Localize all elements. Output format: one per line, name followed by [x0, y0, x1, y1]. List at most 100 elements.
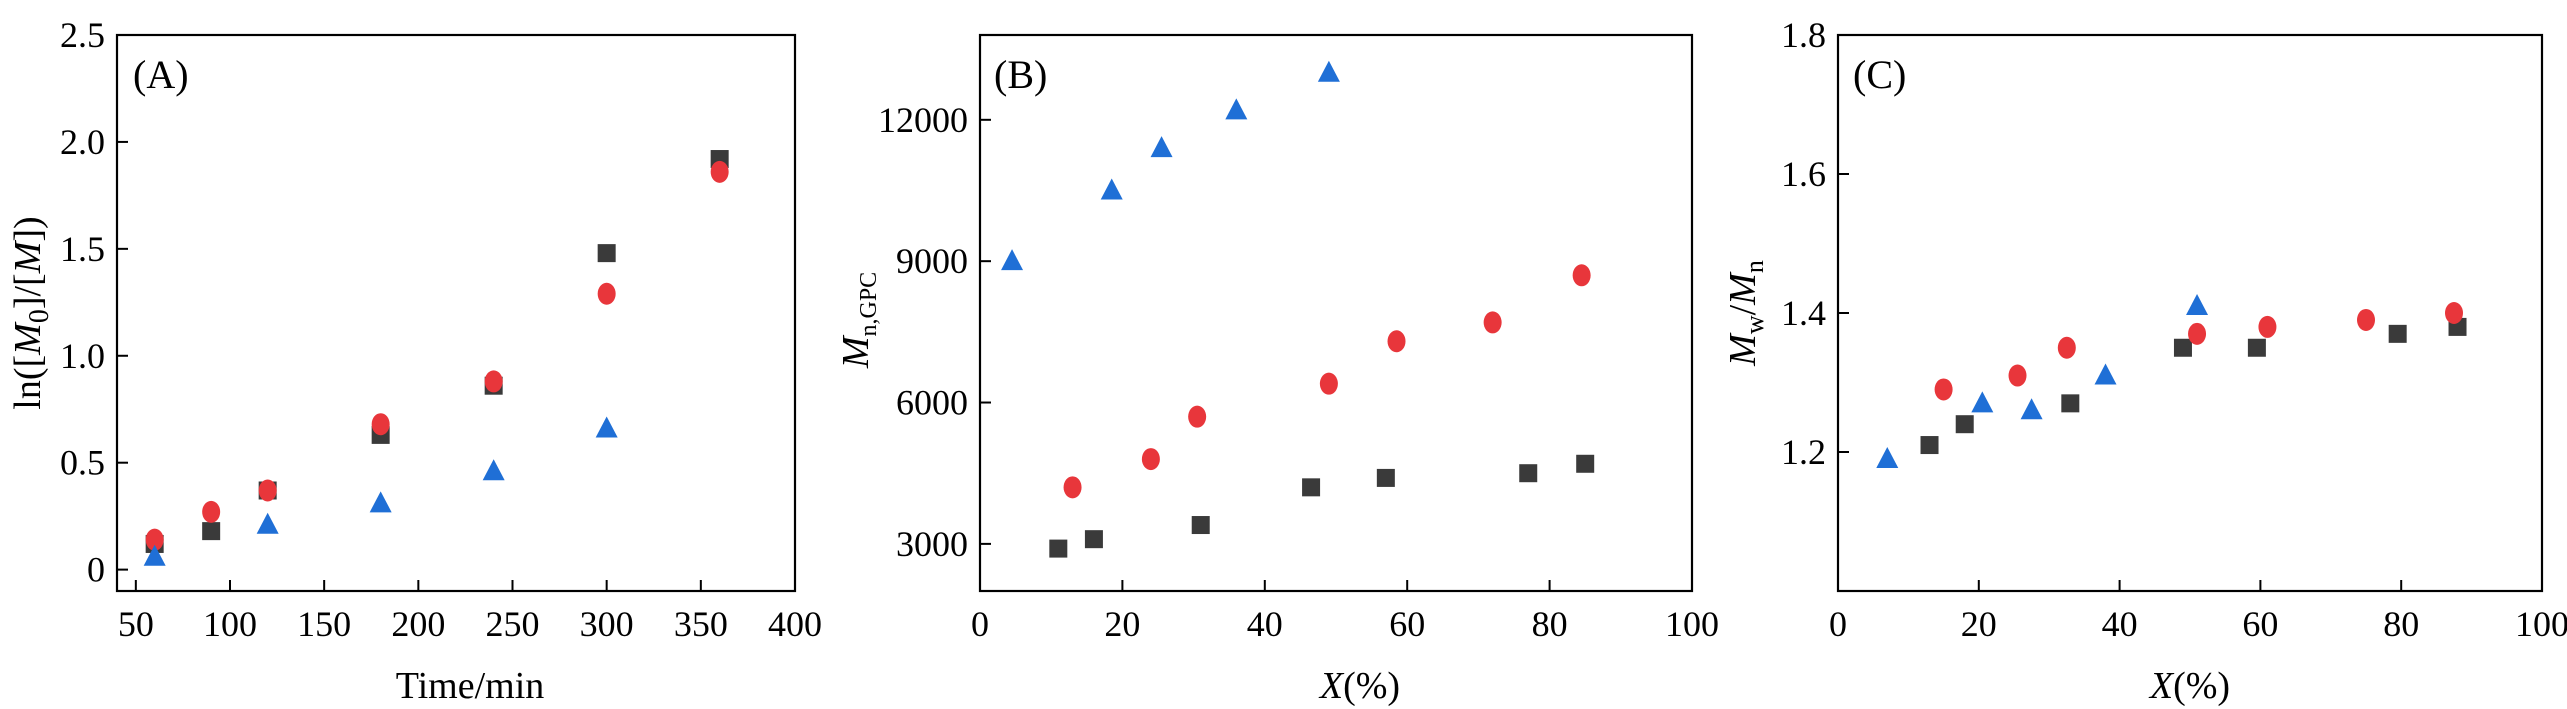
panel-a-ytick-label: 0.5 [60, 443, 105, 483]
panel-b-xlabel-var: X [1318, 665, 1345, 707]
panel-c-xlabel-var: X [2148, 665, 2175, 707]
panel-c-triangle-point [2020, 398, 2043, 420]
panel-a-ytick-label: 1.0 [60, 336, 105, 376]
panel-c-label: (C) [1853, 52, 1906, 97]
panel-a: (A) 50 100 150 200 250 300 350 400 0 0.5 1.0 1.5 2.0… [7, 15, 822, 707]
panel-a-square-point [202, 522, 221, 541]
panel-c-triangle-point [1876, 446, 1899, 468]
panel-a-circle-point [202, 500, 221, 523]
panel-b-label: (B) [994, 52, 1047, 97]
panel-c-square-point [1920, 436, 1939, 455]
panel-c-circle-point [2258, 315, 2277, 338]
panel-a-triangle-point [369, 491, 392, 513]
panel-c-square-point [2388, 324, 2407, 343]
panel-c-xtick-label: 0 [1829, 604, 1847, 644]
panel-b-circle-point [1063, 476, 1082, 499]
panel-a-ticks [117, 34, 796, 591]
panel-b-circle-point [1141, 448, 1160, 471]
panel-c-triangle-point [2094, 363, 2117, 385]
panel-c-square-point [2061, 394, 2080, 413]
panel-a-ylabel-m0: M [7, 321, 49, 356]
panel-b-circle-point [1319, 372, 1338, 395]
panel-c-ylabel-v1: M [1722, 332, 1764, 367]
panel-c-ytick-label: 1.4 [1781, 293, 1826, 333]
panel-b-xtick-label: 40 [1247, 604, 1283, 644]
panel-b-triangle-point [1100, 178, 1123, 200]
panel-a-circle-point [710, 160, 729, 183]
panel-a-ylabel-mid: ]/[ [7, 273, 49, 309]
panel-a-square-point [597, 244, 616, 263]
panel-c-triangle-point [2186, 294, 2209, 316]
panel-b-triangle-point [1001, 249, 1024, 271]
panel-a-circle-point [258, 479, 277, 502]
panel-c-ytick-label: 1.6 [1781, 154, 1826, 194]
panel-a-ylabel-m: M [7, 239, 49, 274]
panel-a-frame [115, 33, 797, 593]
panel-c-ylabel-s1: w [1740, 315, 1769, 334]
panel-c-xlabel: X(%) [2148, 665, 2230, 707]
panel-b-xtick-label: 0 [971, 604, 989, 644]
panel-a-triangle-point [595, 416, 618, 438]
panel-c-tick-labels: 0 20 40 60 80 100 1.2 1.4 1.6 1.8 [1781, 15, 2567, 644]
panel-b-xtick-label: 20 [1104, 604, 1140, 644]
panel-b-square-point [1084, 530, 1103, 549]
panel-c-square-point [1955, 415, 1974, 434]
panel-c-xtick-label: 20 [1961, 604, 1997, 644]
panel-b-points [1001, 60, 1595, 558]
panel-a-xtick-label: 100 [203, 604, 257, 644]
panel-a-triangle-point [256, 512, 279, 534]
panel-b-xlabel-rest: (%) [1343, 665, 1400, 707]
panel-a-triangle-point [482, 459, 505, 481]
panel-a-xtick-label: 250 [486, 604, 540, 644]
panel-b-square-point [1376, 468, 1395, 487]
panel-c-xlabel-rest: (%) [2173, 665, 2230, 707]
panel-c-square-point [2247, 338, 2266, 357]
panel-b-xtick-label: 60 [1389, 604, 1425, 644]
panel-a-xlabel: Time/min [396, 665, 545, 707]
panel-c-ylabel: Mw/Mn [1722, 260, 1769, 367]
panel-a-circle-point [145, 528, 164, 551]
panel-b: (B) 0 20 40 60 80 100 3000 6000 9000 12000 X(%) M… [835, 33, 1719, 707]
panel-c-circle-point [1934, 378, 1953, 401]
panel-c-square-point [2173, 338, 2192, 357]
panel-c-ytick-label: 1.8 [1781, 15, 1826, 55]
panel-b-ytick-label: 3000 [896, 524, 968, 564]
panel-b-ytick-label: 12000 [878, 100, 968, 140]
panel-b-frame [978, 33, 1694, 593]
panel-c-ylabel-v2: M [1722, 271, 1764, 306]
panel-a-xtick-label: 400 [768, 604, 822, 644]
panel-c-circle-point [2057, 336, 2076, 359]
panel-b-square-point [1302, 478, 1321, 497]
panel-a-triangle-point [143, 544, 166, 566]
panel-b-square-point [1576, 454, 1595, 473]
panel-b-square-point [1191, 516, 1210, 535]
panel-c-xtick-label: 60 [2242, 604, 2278, 644]
panel-a-circle-point [484, 370, 503, 393]
panel-c-xtick-label: 80 [2383, 604, 2419, 644]
panel-b-ytick-label: 6000 [896, 383, 968, 423]
panel-a-ytick-label: 2.5 [60, 15, 105, 55]
panel-b-ylabel: Mn,GPC [835, 272, 882, 369]
panel-b-ylabel-var: M [835, 334, 877, 369]
panel-a-circle-point [597, 282, 616, 305]
panel-a-xtick-label: 300 [580, 604, 634, 644]
panel-a-ytick-label: 1.5 [60, 229, 105, 269]
panel-a-tick-labels: 50 100 150 200 250 300 350 400 0 0.5 1.0 1.5 2.0 2.5 [60, 15, 822, 644]
panel-a-ylabel: ln([M0]/[M]) [7, 216, 55, 409]
panel-a-xtick-label: 150 [297, 604, 351, 644]
panel-c-points [1876, 294, 2467, 468]
panel-b-circle-point [1387, 330, 1406, 353]
panel-b-circle-point [1483, 311, 1502, 334]
panel-a-ytick-label: 0 [87, 550, 105, 590]
panel-b-tick-labels: 0 20 40 60 80 100 3000 6000 9000 12000 [878, 100, 1719, 644]
panel-c-triangle-point [1971, 391, 1994, 413]
panel-a-ytick-label: 2.0 [60, 122, 105, 162]
panel-b-xlabel: X(%) [1318, 665, 1400, 707]
panel-a-xtick-label: 50 [118, 604, 154, 644]
panel-a-xtick-label: 350 [674, 604, 728, 644]
panel-b-circle-point [1572, 264, 1591, 287]
panel-b-triangle-point [1317, 60, 1340, 82]
panel-b-ylabel-sub: n,GPC [856, 272, 882, 337]
